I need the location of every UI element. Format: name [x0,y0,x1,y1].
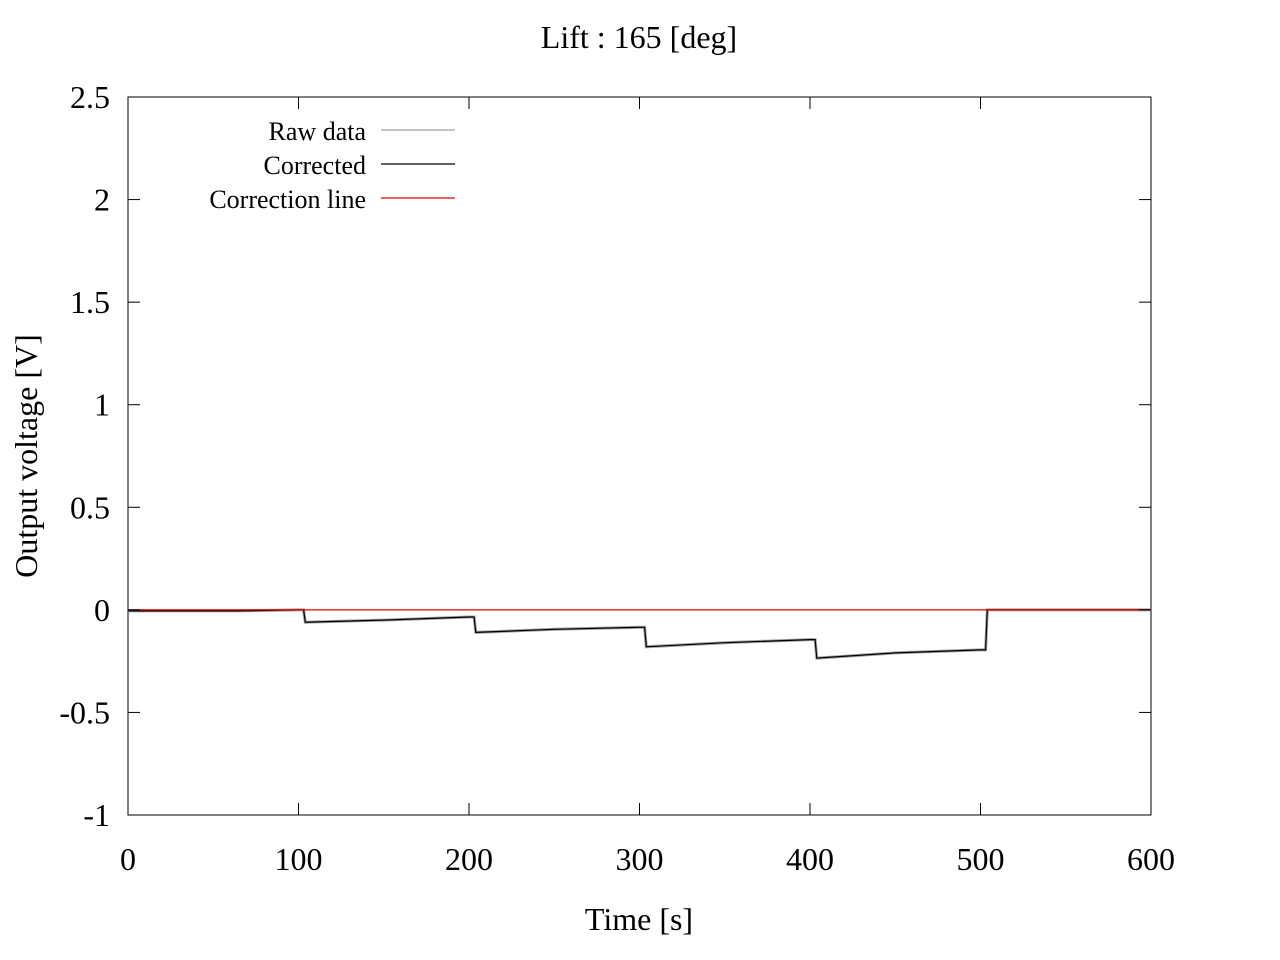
y-tick-label: 2 [94,182,110,218]
x-tick-label: 0 [120,841,136,877]
x-tick-label: 100 [275,841,323,877]
legend-label-corrected: Corrected [263,151,366,180]
legend-label-correction-line: Correction line [209,185,366,214]
x-axis-ticks: 0 100 200 300 400 500 600 [120,97,1175,877]
series-layer [128,608,1151,660]
x-tick-label: 200 [445,841,493,877]
y-tick-label: -0.5 [59,694,110,730]
legend-label-raw-data: Raw data [269,117,367,146]
y-tick-label: 1.5 [70,284,110,320]
y-tick-label: 1 [94,387,110,423]
series-line-corrected [128,609,1151,659]
series-line-raw-data [128,608,1151,660]
x-tick-label: 500 [957,841,1005,877]
chart-title: Lift : 165 [deg] [541,19,737,55]
x-tick-label: 600 [1127,841,1175,877]
y-axis-ticks: -1 -0.5 0 0.5 1 1.5 2 2.5 [59,79,1151,833]
x-tick-label: 400 [786,841,834,877]
y-tick-label: 0 [94,592,110,628]
y-tick-label: -1 [83,797,110,833]
x-axis-label: Time [s] [585,901,693,937]
x-tick-label: 300 [616,841,664,877]
y-axis-label: Output voltage [V] [8,334,44,578]
y-tick-label: 2.5 [70,79,110,115]
y-tick-label: 0.5 [70,489,110,525]
legend: Raw data Corrected Correction line [209,117,455,214]
